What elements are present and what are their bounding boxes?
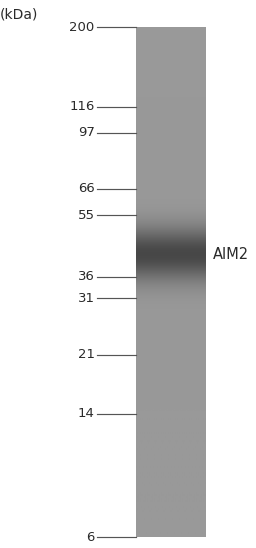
Text: 21: 21: [78, 349, 95, 362]
Text: 14: 14: [78, 407, 95, 420]
Text: 97: 97: [78, 126, 95, 139]
Text: 66: 66: [78, 182, 95, 195]
Text: 116: 116: [69, 100, 95, 113]
Text: 6: 6: [86, 530, 95, 544]
Text: 36: 36: [78, 270, 95, 283]
Text: (kDa): (kDa): [0, 8, 38, 22]
Text: AIM2: AIM2: [212, 247, 249, 262]
Text: 55: 55: [78, 209, 95, 221]
Text: 31: 31: [78, 292, 95, 305]
Text: 200: 200: [69, 21, 95, 34]
